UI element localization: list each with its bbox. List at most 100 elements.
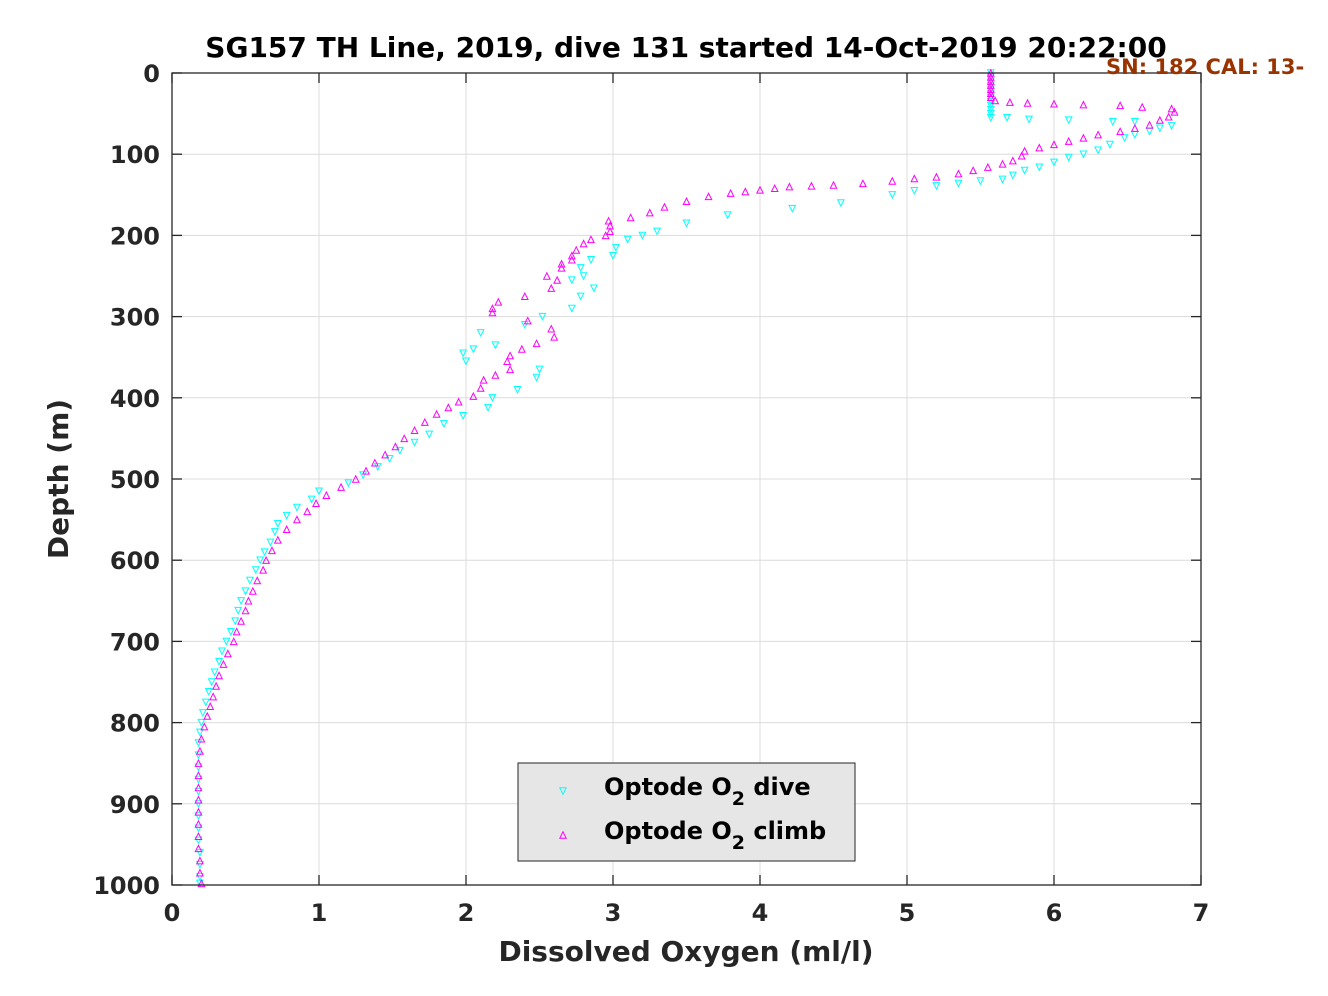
data-point-climb xyxy=(194,758,203,767)
data-point-climb xyxy=(579,239,588,248)
data-point-dive xyxy=(888,191,897,200)
data-point-dive xyxy=(1002,113,1011,122)
data-point-dive xyxy=(251,566,260,575)
x-tick-label: 5 xyxy=(899,899,916,927)
data-point-dive xyxy=(576,292,585,301)
data-point-dive xyxy=(194,751,203,760)
legend-label-climb: Optode O2 climb xyxy=(604,817,826,854)
x-tick-label: 2 xyxy=(458,899,475,927)
data-point-climb xyxy=(1049,140,1059,149)
legend-marker-climb xyxy=(558,830,568,839)
data-point-climb xyxy=(248,586,257,595)
data-point-climb xyxy=(932,172,941,181)
data-point-climb xyxy=(351,474,360,483)
data-point-climb xyxy=(572,245,581,254)
data-point-dive xyxy=(266,538,275,547)
data-point-climb xyxy=(553,275,562,284)
data-point-dive xyxy=(234,606,243,615)
data-point-climb xyxy=(410,425,419,434)
data-point-dive xyxy=(623,235,632,244)
data-point-dive xyxy=(197,718,206,727)
data-point-climb xyxy=(547,283,556,292)
x-tick-label: 3 xyxy=(605,899,622,927)
data-point-climb xyxy=(362,466,371,475)
y-tick-label: 700 xyxy=(110,628,160,656)
series-dive xyxy=(194,69,1176,888)
data-point-climb xyxy=(337,482,346,491)
data-point-climb xyxy=(232,627,241,636)
data-point-climb xyxy=(432,409,441,418)
data-point-dive xyxy=(194,800,203,809)
data-point-climb xyxy=(954,169,963,178)
data-point-dive xyxy=(260,548,269,557)
data-point-dive xyxy=(1094,146,1103,155)
data-point-climb xyxy=(983,162,992,171)
data-point-dive xyxy=(954,179,963,188)
data-point-dive xyxy=(459,349,468,358)
data-point-dive xyxy=(226,627,235,636)
data-point-dive xyxy=(476,329,485,338)
data-point-climb xyxy=(1020,146,1029,155)
data-point-climb xyxy=(645,208,654,217)
data-point-climb xyxy=(262,555,271,564)
data-point-dive xyxy=(1120,134,1129,143)
data-point-climb xyxy=(910,174,919,183)
data-point-dive xyxy=(638,231,647,240)
y-tick-label: 300 xyxy=(110,304,160,332)
data-point-climb xyxy=(858,179,867,188)
data-point-dive xyxy=(245,576,254,585)
data-point-dive xyxy=(1035,163,1044,172)
data-point-climb xyxy=(986,76,995,85)
data-point-dive xyxy=(576,264,585,273)
data-point-dive xyxy=(611,243,620,252)
data-point-climb xyxy=(292,515,301,524)
data-point-climb xyxy=(1079,100,1088,109)
data-point-dive xyxy=(653,227,662,236)
data-point-climb xyxy=(1155,115,1164,124)
data-point-dive xyxy=(976,177,985,186)
data-point-climb xyxy=(241,606,250,615)
data-point-climb xyxy=(1164,112,1173,121)
data-point-climb xyxy=(194,819,203,828)
data-point-climb xyxy=(1017,151,1026,160)
data-point-climb xyxy=(660,202,669,211)
data-point-dive xyxy=(491,341,500,350)
data-point-dive xyxy=(589,284,598,293)
y-tick-label: 800 xyxy=(110,710,160,738)
data-point-dive xyxy=(194,824,203,833)
data-point-climb xyxy=(503,356,512,365)
data-point-dive xyxy=(1108,118,1117,127)
data-point-dive xyxy=(273,519,282,528)
data-point-climb xyxy=(454,397,463,406)
data-point-climb xyxy=(523,316,532,325)
data-point-dive xyxy=(986,109,995,118)
data-point-dive xyxy=(194,812,203,821)
data-point-climb xyxy=(312,499,321,508)
data-point-dive xyxy=(488,394,497,403)
data-point-dive xyxy=(567,276,576,285)
data-point-dive xyxy=(373,463,382,472)
data-point-dive xyxy=(410,438,419,447)
data-point-dive xyxy=(241,587,250,596)
data-point-climb xyxy=(479,375,488,384)
data-point-climb xyxy=(194,831,203,840)
data-point-dive xyxy=(998,175,1007,184)
data-point-dive xyxy=(459,411,468,420)
data-point-dive xyxy=(270,528,279,537)
data-point-climb xyxy=(212,681,221,690)
data-point-dive xyxy=(425,430,434,439)
data-point-dive xyxy=(484,403,493,412)
data-point-climb xyxy=(1079,133,1088,142)
data-point-dive xyxy=(579,272,588,281)
data-point-climb xyxy=(215,671,224,680)
data-point-dive xyxy=(910,187,919,196)
data-point-climb xyxy=(273,535,282,544)
data-point-climb xyxy=(567,255,576,264)
legend-entries: Optode O2 dive Optode O2 climb xyxy=(558,773,826,854)
data-point-climb xyxy=(488,308,497,317)
data-point-climb xyxy=(807,181,816,190)
data-point-climb xyxy=(520,291,529,300)
data-point-dive xyxy=(314,487,324,496)
data-point-dive xyxy=(513,385,522,394)
data-point-climb xyxy=(195,746,204,755)
